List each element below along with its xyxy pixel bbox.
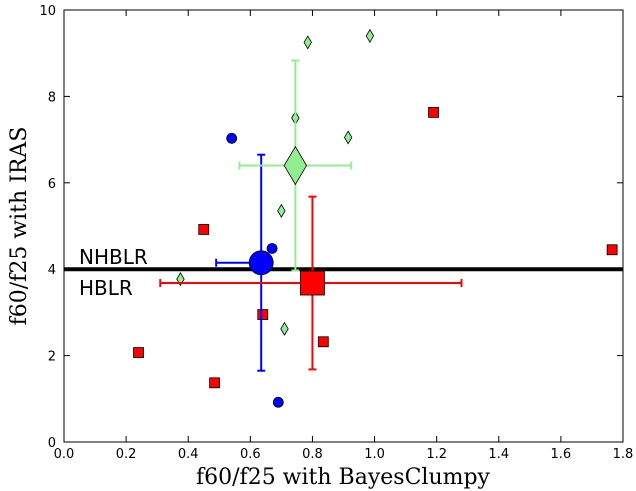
y-tick-label: 10 xyxy=(39,4,56,19)
y-tick-label: 6 xyxy=(48,177,56,192)
data-point-square xyxy=(198,224,210,235)
mean-marker-diamond xyxy=(283,145,307,186)
data-point-circle xyxy=(272,396,284,408)
x-tick-label: 0.4 xyxy=(178,447,199,462)
data-point-square xyxy=(317,336,329,348)
x-tick-label: 0.6 xyxy=(240,447,261,462)
data-point-square xyxy=(133,347,144,358)
data-point-diamond xyxy=(277,203,286,218)
plot-frame xyxy=(63,9,624,443)
y-tick-label: 0 xyxy=(48,436,56,451)
x-tick-label: 0.8 xyxy=(302,447,323,462)
y-axis-title: f60/f25 with IRAS xyxy=(7,127,32,326)
x-tick-label: 1.2 xyxy=(426,447,447,462)
data-points xyxy=(133,28,618,408)
x-tick-label: 1.0 xyxy=(364,447,385,462)
x-tick-label: 1.8 xyxy=(613,447,634,462)
mean-markers xyxy=(159,59,463,372)
mean-marker-circle xyxy=(248,250,274,276)
data-point-circle xyxy=(266,243,278,254)
data-point-square xyxy=(257,309,269,320)
axis-ticks: 0.0 0.2 0.4 0.6 0.8 1.0 1.2 1.4 1.6 1.8 0 2 4 6 8 10 xyxy=(39,4,633,462)
data-point-diamond xyxy=(343,130,353,145)
data-point-diamond xyxy=(280,321,289,336)
data-point-diamond xyxy=(176,272,185,287)
x-tick-label: 0.0 xyxy=(54,447,75,462)
x-tick-label: 1.6 xyxy=(551,447,572,462)
region-label-below: HBLR xyxy=(79,276,133,300)
data-point-circle xyxy=(226,132,238,144)
x-tick-label: 1.4 xyxy=(488,447,509,462)
x-tick-label: 0.2 xyxy=(116,447,137,462)
mean-marker-square xyxy=(300,270,325,296)
region-label-above: NHBLR xyxy=(79,245,148,269)
data-point-square xyxy=(606,244,618,256)
y-tick-label: 8 xyxy=(48,90,56,105)
x-axis-title: f60/f25 with BayesClumpy xyxy=(196,465,491,490)
y-tick-label: 4 xyxy=(48,263,56,278)
data-point-square xyxy=(209,377,221,389)
data-point-diamond xyxy=(303,35,312,50)
data-point-square xyxy=(428,106,439,118)
y-tick-label: 2 xyxy=(48,350,56,365)
data-point-diamond xyxy=(365,28,375,44)
